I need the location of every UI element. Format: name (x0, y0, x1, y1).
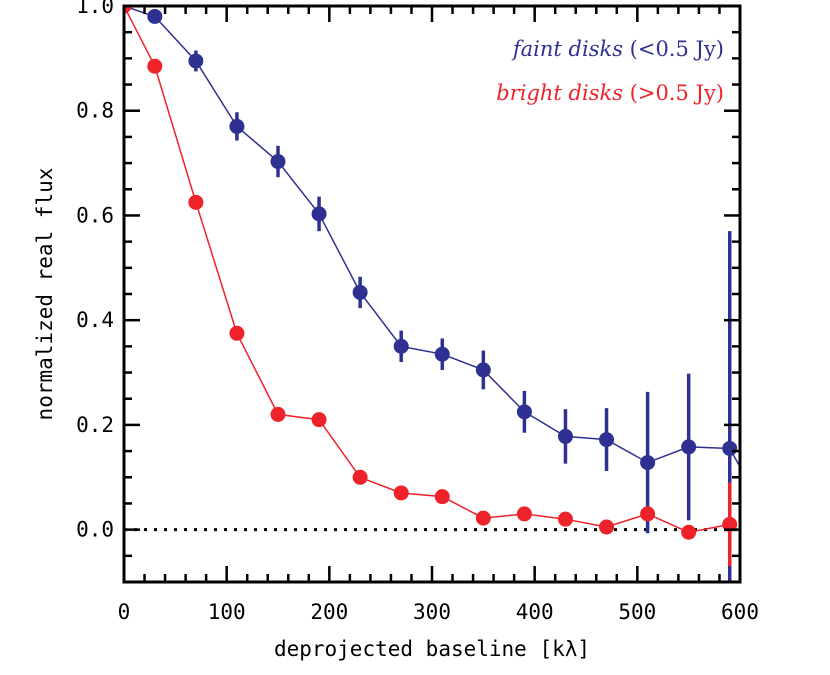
data-point (475, 362, 491, 378)
data-point (188, 53, 204, 69)
plot-area (124, 6, 740, 582)
y-tick-label: 0.0 (76, 518, 114, 542)
data-point (557, 511, 573, 527)
legend-bright-name: bright disks (496, 81, 623, 105)
y-tick-label: 0.8 (76, 99, 114, 123)
data-point (722, 440, 738, 456)
data-point (147, 58, 163, 74)
data-point (352, 284, 368, 300)
y-axis-title: normalized real flux (33, 168, 57, 421)
axis-tick-labels: 0.0 0.2 0.4 0.6 0.8 1.0 0 100 200 300 400 500 600 (76, 0, 759, 624)
data-point (434, 346, 450, 362)
x-tick-label: 100 (208, 600, 246, 624)
data-point (722, 516, 738, 532)
legend-entry-bright: bright disks (>0.5 Jy) (496, 81, 724, 105)
data-point (599, 519, 615, 535)
legend-faint-name: faint disks (511, 37, 623, 61)
x-axis-title: deprojected baseline [kλ] (274, 637, 590, 661)
data-point (516, 506, 532, 522)
data-point (270, 406, 286, 422)
legend-faint-suffix: (<0.5 Jy) (623, 37, 724, 61)
data-point (229, 325, 245, 341)
data-point (229, 118, 245, 134)
data-point (681, 439, 697, 455)
data-point (393, 485, 409, 501)
data-point (311, 412, 327, 428)
series-line (124, 6, 730, 534)
x-tick-label: 400 (516, 600, 554, 624)
x-tick-label: 200 (310, 600, 348, 624)
series-bright (124, 6, 738, 567)
x-tick-label: 300 (413, 600, 451, 624)
data-point (147, 8, 163, 24)
legend: faint disks (<0.5 Jy) bright disks (>0.5… (496, 37, 724, 105)
y-tick-label: 0.4 (76, 308, 114, 332)
y-tick-label: 1.0 (76, 0, 114, 18)
data-point (599, 432, 615, 448)
y-tick-label: 0.2 (76, 413, 114, 437)
data-point (434, 489, 450, 505)
data-point (557, 428, 573, 444)
data-point (640, 455, 656, 471)
data-point (475, 510, 491, 526)
data-point (124, 6, 132, 14)
data-point (270, 154, 286, 170)
axis-ticks (122, 4, 742, 584)
data-point (640, 506, 656, 522)
x-tick-label: 600 (721, 600, 759, 624)
legend-entry-faint: faint disks (<0.5 Jy) (511, 37, 724, 61)
data-point (393, 338, 409, 354)
data-point (188, 194, 204, 210)
x-tick-label: 500 (618, 600, 656, 624)
data-point (352, 469, 368, 485)
data-point (311, 206, 327, 222)
x-tick-label: 0 (118, 600, 131, 624)
data-point (681, 524, 697, 540)
y-tick-label: 0.6 (76, 203, 114, 227)
data-point (516, 404, 532, 420)
legend-bright-suffix: (>0.5 Jy) (623, 81, 724, 105)
